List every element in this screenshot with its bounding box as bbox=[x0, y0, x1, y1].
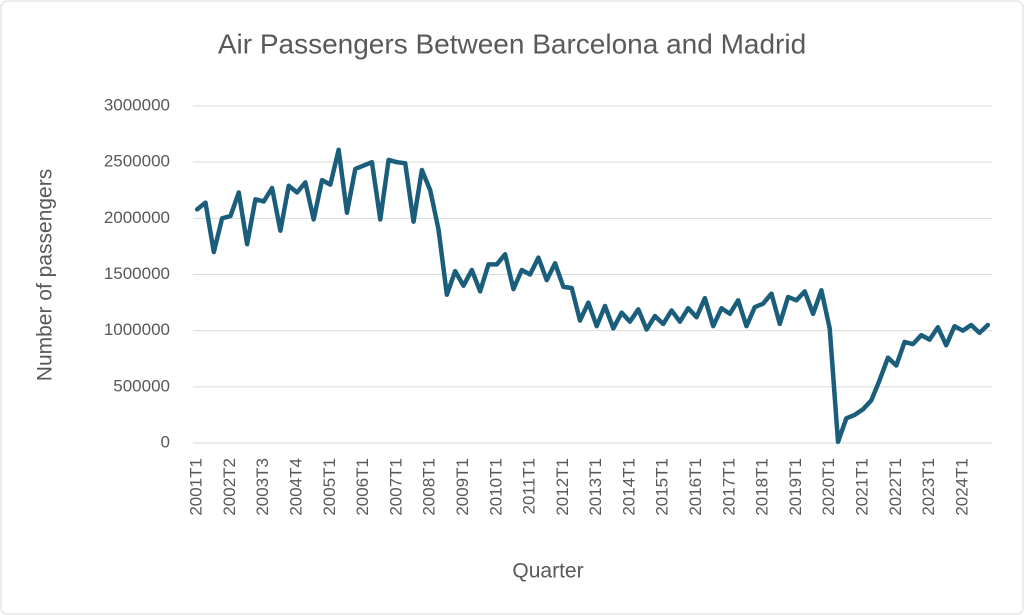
x-tick-label: 2019T1 bbox=[786, 458, 805, 516]
x-tick-label: 2007T1 bbox=[386, 458, 405, 516]
x-tick-label: 2002T2 bbox=[220, 458, 239, 516]
x-tick-label: 2012T1 bbox=[553, 458, 572, 516]
x-tick-label: 2018T1 bbox=[753, 458, 772, 516]
x-axis-title: Quarter bbox=[512, 560, 583, 583]
y-tick-label: 2000000 bbox=[104, 208, 170, 227]
y-axis-title: Number of passengers bbox=[34, 169, 57, 381]
y-tick-label: 1000000 bbox=[104, 320, 170, 339]
x-tick-label: 2008T1 bbox=[420, 458, 439, 516]
x-tick-label: 2004T4 bbox=[287, 458, 306, 516]
x-tick-label: 2010T1 bbox=[486, 458, 505, 516]
y-tick-label: 500000 bbox=[113, 376, 170, 395]
x-tick-label: 2022T1 bbox=[886, 458, 905, 516]
y-tick-label: 3000000 bbox=[104, 95, 170, 114]
y-tick-label: 2500000 bbox=[104, 152, 170, 171]
y-tick-label: 1500000 bbox=[104, 264, 170, 283]
x-tick-label: 2003T3 bbox=[253, 458, 272, 516]
x-tick-label: 2021T1 bbox=[852, 458, 871, 516]
x-tick-label: 2020T1 bbox=[819, 458, 838, 516]
data-line bbox=[194, 147, 991, 445]
x-tick-label: 2015T1 bbox=[653, 458, 672, 516]
chart-title: Air Passengers Between Barcelona and Mad… bbox=[218, 28, 806, 59]
x-tick-label: 2016T1 bbox=[686, 458, 705, 516]
x-tick-label: 2017T1 bbox=[719, 458, 738, 516]
x-tick-label: 2011T1 bbox=[520, 458, 539, 514]
x-tick-label: 2013T1 bbox=[586, 458, 605, 516]
x-tick-label: 2024T1 bbox=[952, 458, 971, 516]
x-tick-label: 2023T1 bbox=[919, 458, 938, 516]
x-tick-label: 2014T1 bbox=[619, 458, 638, 516]
x-tick-label: 2001T1 bbox=[187, 458, 206, 516]
y-tick-label: 0 bbox=[161, 432, 170, 451]
x-tick-label: 2009T1 bbox=[453, 458, 472, 516]
x-tick-label: 2005T1 bbox=[320, 458, 339, 516]
x-tick-label: 2006T1 bbox=[353, 458, 372, 516]
